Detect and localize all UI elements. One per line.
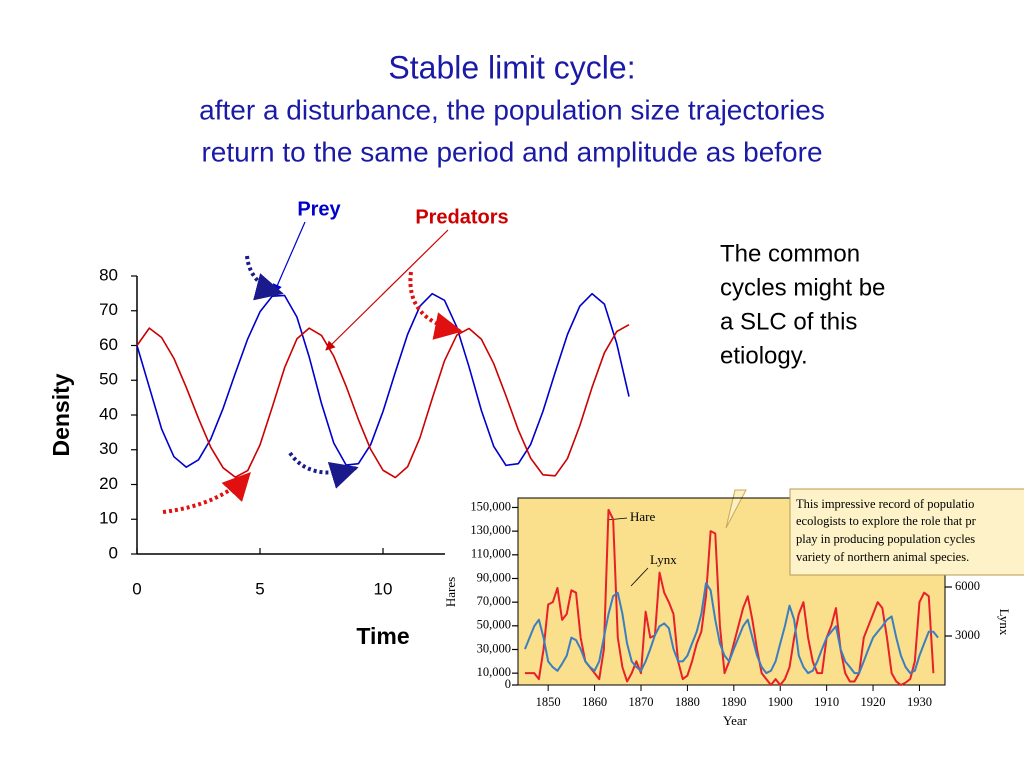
note-line: etiology. xyxy=(720,342,808,369)
y-tick-label: 70 xyxy=(99,300,118,319)
inset-panel xyxy=(445,489,1024,740)
y2-tick-label: 6000 xyxy=(955,579,980,593)
series-label: Hare xyxy=(630,509,655,524)
x-tick-label: 1910 xyxy=(814,695,839,709)
note-line: a SLC of this xyxy=(720,308,857,335)
y2-tick-label: 3000 xyxy=(955,628,980,642)
slide-subtitle: return to the same period and amplitude … xyxy=(201,136,822,167)
x-axis-label: Time xyxy=(356,623,409,649)
series-label: Lynx xyxy=(650,552,677,567)
disturbance-arrow xyxy=(408,271,463,340)
y-tick-label: 0 xyxy=(505,677,511,691)
disturbance-arrow xyxy=(245,255,284,301)
x-tick-label: 1850 xyxy=(536,695,561,709)
y-tick-label: 10,000 xyxy=(477,665,511,679)
y-tick-label: 50 xyxy=(99,370,118,389)
callout-pointer xyxy=(725,489,747,529)
series-line xyxy=(136,323,630,479)
caption-line: This impressive record of populatio xyxy=(796,497,974,511)
series-line xyxy=(524,582,939,675)
label-pointer xyxy=(325,229,449,351)
caption-line: variety of northern animal species. xyxy=(796,550,969,564)
y-tick-label: 50,000 xyxy=(477,618,511,632)
x-tick-label: 1930 xyxy=(907,695,932,709)
plot-frame xyxy=(517,497,946,686)
caption-background xyxy=(789,488,1024,576)
y-tick-label: 70,000 xyxy=(477,594,511,608)
y-tick-label: 60 xyxy=(99,335,118,354)
x-axis-label: Year xyxy=(723,713,748,728)
y2-axis-label: Lynx xyxy=(997,609,1012,636)
label-pointer xyxy=(273,221,306,294)
hare-lynx-chart: Hares Lynx Year Hare Lynx 010,000 30,000 5… xyxy=(443,497,1012,728)
note-line: The common xyxy=(720,240,860,267)
disturbance-arrow xyxy=(162,471,251,514)
series-label: Prey xyxy=(297,198,341,220)
series-line xyxy=(136,292,630,468)
x-tick-label: 1920 xyxy=(861,695,886,709)
y-tick-label: 10 xyxy=(99,509,118,528)
x-tick-label: 10 xyxy=(374,579,393,598)
disturbance-arrow xyxy=(288,451,359,489)
y-tick-label: 150,000 xyxy=(470,499,511,513)
note-line: cycles might be xyxy=(720,274,885,301)
x-tick-label: 1900 xyxy=(768,695,793,709)
series-label: Predators xyxy=(415,206,508,228)
y-tick-label: 130,000 xyxy=(470,523,511,537)
slide-subtitle: after a disturbance, the population size… xyxy=(199,94,825,125)
y-tick-label: 90,000 xyxy=(477,570,511,584)
x-tick-label: 1880 xyxy=(675,695,700,709)
y-tick-label: 0 xyxy=(109,543,118,562)
x-tick-label: 1870 xyxy=(628,695,653,709)
y-axis-label: Hares xyxy=(443,577,458,607)
x-tick-label: 1890 xyxy=(721,695,746,709)
y-tick-label: 110,000 xyxy=(471,547,511,561)
y-tick-label: 40 xyxy=(99,404,118,423)
y-axis-label: Density xyxy=(48,373,74,456)
x-tick-label: 5 xyxy=(255,579,264,598)
x-tick-label: 1860 xyxy=(582,695,607,709)
x-tick-label: 0 xyxy=(132,579,141,598)
caption-line: ecologists to explore the role that pr xyxy=(796,514,977,528)
label-pointer xyxy=(606,517,628,521)
y-tick-label: 20 xyxy=(99,474,118,493)
disturbance-arrows xyxy=(162,255,463,514)
y-tick-label: 80 xyxy=(99,265,118,284)
label-pointer xyxy=(630,567,649,587)
y-tick-label: 30 xyxy=(99,439,118,458)
model-chart: Density Time Prey Predators 010203040506… xyxy=(48,198,630,649)
slide-title: Stable limit cycle: xyxy=(388,49,635,85)
y-tick-label: 30,000 xyxy=(477,641,511,655)
caption-box: This impressive record of populatio ecol… xyxy=(789,488,1024,576)
caption-line: play in producing population cycles xyxy=(796,532,975,546)
